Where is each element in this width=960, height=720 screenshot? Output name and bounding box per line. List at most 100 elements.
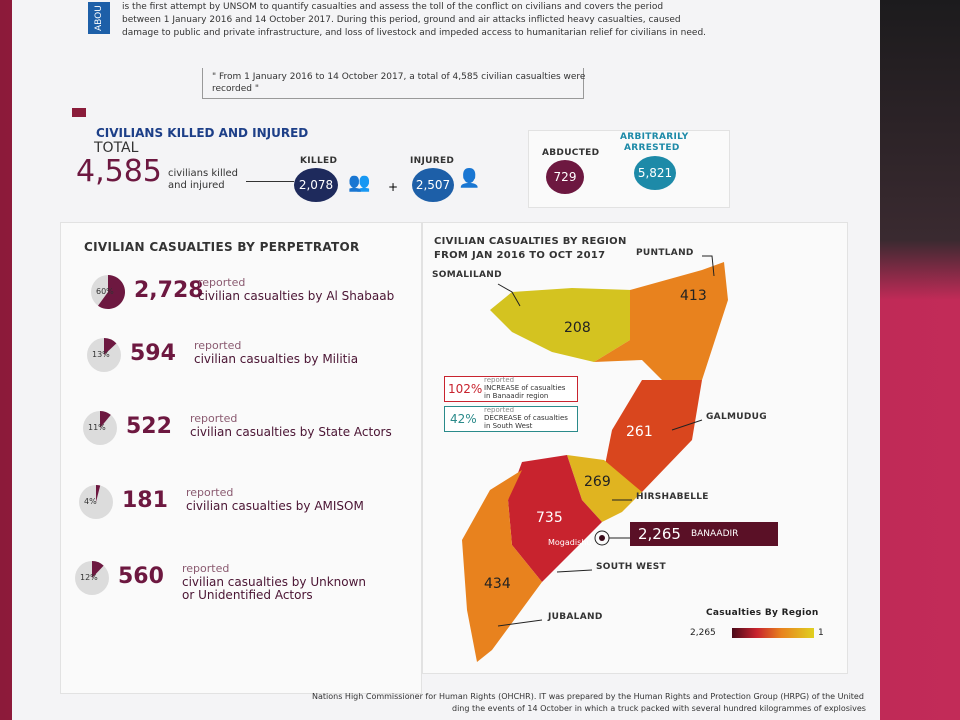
abducted-value: 729 bbox=[546, 160, 584, 194]
note-reported: reported bbox=[484, 376, 515, 384]
desc: civilian casualties by Al Shabaab bbox=[198, 289, 395, 303]
region-value: 2,265 bbox=[638, 525, 681, 543]
total-label: TOTAL bbox=[94, 140, 139, 156]
note-text: in Banaadir region bbox=[484, 392, 549, 400]
reported: reported bbox=[198, 276, 246, 289]
leader-line bbox=[556, 569, 593, 573]
region-name: GALMUDUG bbox=[706, 412, 767, 422]
intro-line: between 1 January 2016 and 14 October 20… bbox=[122, 15, 681, 25]
count: 2,728 bbox=[134, 278, 204, 303]
note-box bbox=[444, 376, 578, 402]
plus: + bbox=[388, 180, 399, 194]
region-value: 261 bbox=[626, 424, 653, 440]
quote-box bbox=[202, 68, 584, 99]
pie-wedge bbox=[98, 275, 125, 309]
pie-label: 4% bbox=[84, 497, 97, 506]
quote-line: " From 1 January 2016 to 14 October 2017… bbox=[212, 72, 586, 82]
reported: reported bbox=[190, 412, 238, 425]
count: 522 bbox=[126, 414, 172, 439]
injured-value: 2,507 bbox=[412, 168, 454, 202]
pie bbox=[83, 411, 117, 445]
pie-label: 60% bbox=[96, 287, 114, 296]
leader-line bbox=[702, 255, 715, 277]
banaadir-box: 2,265 BANAADIR bbox=[630, 522, 778, 546]
arrested-value: 5,821 bbox=[634, 156, 676, 190]
pie bbox=[79, 485, 113, 519]
count: 181 bbox=[122, 488, 168, 513]
region-jubaland bbox=[462, 470, 542, 662]
desc: civilian casualties by State Actors bbox=[190, 425, 392, 439]
bullet bbox=[72, 108, 86, 117]
legend-max: 2,265 bbox=[690, 628, 716, 638]
map-title: CIVILIAN CASUALTIES BY REGION bbox=[434, 236, 627, 247]
note-text: INCREASE of casualties bbox=[484, 384, 566, 392]
section-title: CIVILIANS KILLED AND INJURED bbox=[96, 126, 309, 140]
region-name: HIRSHABELLE bbox=[636, 492, 709, 502]
region-southwest bbox=[508, 455, 602, 582]
killed-value: 2,078 bbox=[294, 168, 338, 202]
region-value: 208 bbox=[564, 320, 591, 336]
pie-wedge bbox=[104, 338, 117, 355]
desc: civilian casualties by Unknown bbox=[182, 575, 367, 589]
footer-line: Nations High Commissioner for Human Righ… bbox=[312, 692, 864, 701]
note-pct: 102% bbox=[448, 382, 483, 396]
region-value: 735 bbox=[536, 510, 563, 526]
region-value: 413 bbox=[680, 288, 707, 304]
abducted-label: ABDUCTED bbox=[542, 148, 600, 158]
map bbox=[462, 255, 814, 662]
leader-line bbox=[671, 419, 703, 431]
region-somaliland bbox=[490, 288, 632, 362]
region-galmudug bbox=[604, 380, 702, 492]
leader-line bbox=[497, 283, 521, 307]
count: 560 bbox=[118, 564, 164, 589]
note-reported: reported bbox=[484, 406, 515, 414]
region-puntland bbox=[594, 262, 728, 380]
note-box bbox=[444, 406, 578, 432]
section-title: CIVILIAN CASUALTIES BY PERPETRATOR bbox=[84, 240, 360, 254]
legend-title: Casualties By Region bbox=[706, 608, 819, 618]
killed-label: KILLED bbox=[300, 156, 338, 166]
arrow bbox=[246, 181, 294, 182]
note-text: DECREASE of casualties bbox=[484, 414, 568, 422]
region-name: BANAADIR bbox=[690, 529, 739, 539]
legend-min: 1 bbox=[818, 628, 824, 638]
reported: reported bbox=[186, 486, 234, 499]
region-value: 269 bbox=[584, 474, 611, 490]
count: 594 bbox=[130, 341, 176, 366]
note-text: in South West bbox=[484, 422, 533, 430]
pie-label: 13% bbox=[92, 350, 110, 359]
note-pct: 42% bbox=[450, 412, 477, 426]
legend-gradient bbox=[732, 628, 814, 638]
total-value: 4,585 bbox=[76, 154, 162, 189]
pie bbox=[91, 275, 125, 309]
region-name: PUNTLAND bbox=[636, 248, 694, 258]
icon: 👥 bbox=[348, 172, 371, 193]
region-name: SOUTH WEST bbox=[596, 562, 666, 572]
region-name: JUBALAND bbox=[548, 612, 603, 622]
arrested-label: ARBITRARILY bbox=[620, 132, 689, 142]
desc: civilian casualties by Militia bbox=[194, 352, 359, 366]
paper: ABOU is the first attempt by UNSOM to qu… bbox=[12, 0, 880, 720]
desc: civilian casualties by AMISOM bbox=[186, 499, 364, 513]
pie-wedge bbox=[92, 561, 104, 578]
icon: 👤 bbox=[458, 168, 481, 189]
region-hirshabelle bbox=[567, 455, 642, 522]
pie bbox=[75, 561, 109, 595]
desc: or Unidentified Actors bbox=[182, 588, 313, 602]
pie-label: 12% bbox=[80, 573, 98, 582]
footer-line: ding the events of 14 October in which a… bbox=[452, 704, 866, 713]
city-label: Mogadishu bbox=[548, 538, 592, 547]
quote-line: recorded " bbox=[212, 84, 259, 94]
reported: reported bbox=[182, 562, 230, 575]
total-desc: civilians killed bbox=[168, 168, 239, 179]
pie-wedge bbox=[100, 411, 111, 428]
intro-line: is the first attempt by UNSOM to quantif… bbox=[122, 2, 664, 12]
leader-line bbox=[497, 619, 543, 627]
map-title: FROM JAN 2016 TO OCT 2017 bbox=[434, 250, 606, 261]
region-name: SOMALILAND bbox=[432, 270, 502, 280]
reported: reported bbox=[194, 339, 242, 352]
intro-line: damage to public and private infrastruct… bbox=[122, 28, 707, 38]
pie-label: 11% bbox=[88, 423, 106, 432]
injured-label: INJURED bbox=[410, 156, 455, 166]
